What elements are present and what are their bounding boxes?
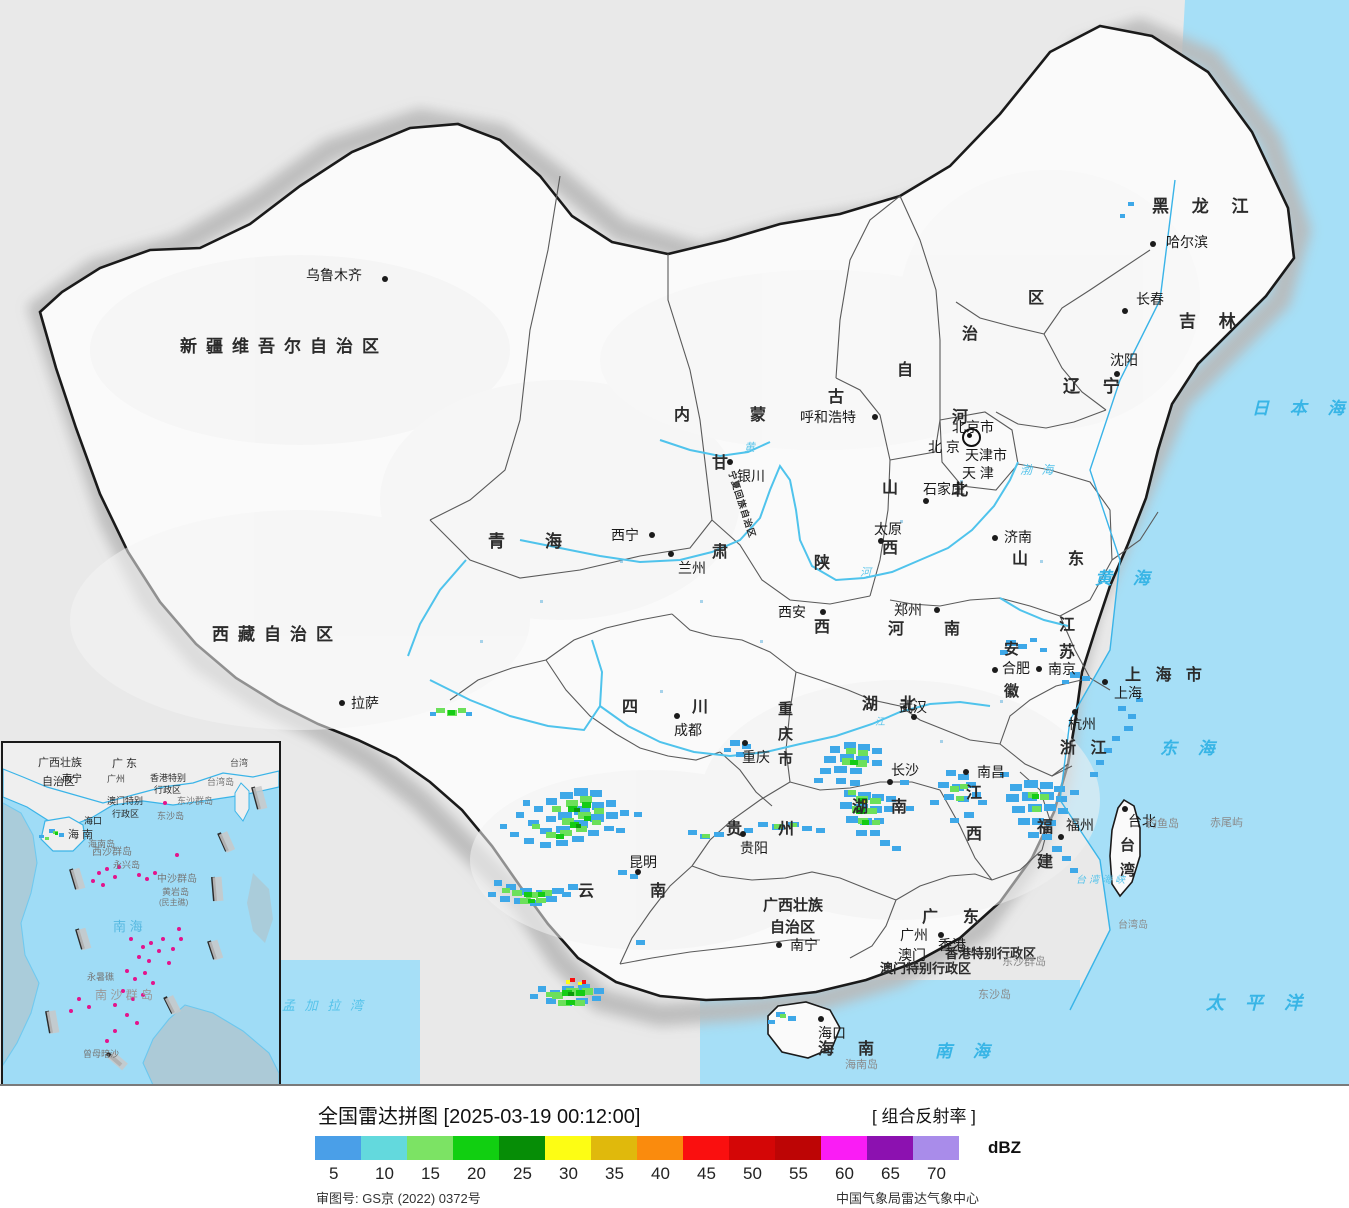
echo-jiangxi <box>930 770 987 823</box>
city-marker-dot <box>992 535 998 541</box>
colorbar-swatch <box>775 1136 821 1160</box>
echo-scatter <box>480 480 1043 743</box>
colorbar-swatch <box>729 1136 775 1160</box>
south-china-sea-inset: 广西壮族 自治区 南宁广 东广州 香港特别 行政区 澳门特别 行政区 台湾 台湾岛 东沙群岛 东沙岛… <box>1 741 281 1084</box>
colorbar-swatch <box>407 1136 453 1160</box>
china-radar-map: 新疆维吾尔自治区 西藏自治区青海甘肃宁夏回族自治区内蒙古自治区黑 龙 江吉 林辽 … <box>0 0 1349 1084</box>
colorbar-swatch <box>913 1136 959 1160</box>
city-marker-dot <box>878 538 884 544</box>
colorbar-swatch <box>867 1136 913 1160</box>
echo-jiangsu <box>1062 672 1090 684</box>
echo-fujian <box>1000 772 1079 873</box>
city-marker-dot <box>727 459 733 465</box>
echo-yunnan-southwest <box>488 870 638 906</box>
inset-geometry <box>3 743 279 1084</box>
city-marker-dot <box>649 532 655 538</box>
colorbar-swatch <box>499 1136 545 1160</box>
colorbar-swatch <box>453 1136 499 1160</box>
colorbar-swatch <box>361 1136 407 1160</box>
city-marker-dot <box>934 607 940 613</box>
echo-zhejiang <box>1090 698 1143 777</box>
colorbar-swatch <box>683 1136 729 1160</box>
terrain-shading <box>70 170 1200 950</box>
colorbar-tick-label: 45 <box>697 1164 716 1183</box>
city-marker-dot <box>382 276 388 282</box>
city-marker-dot <box>1102 679 1108 685</box>
city-marker-dot <box>911 714 917 720</box>
echo-hainan <box>768 1012 796 1024</box>
province-boundaries <box>429 175 1159 965</box>
colorbar-swatch <box>637 1136 683 1160</box>
city-marker-dot <box>1058 834 1064 840</box>
inset-echo-layer <box>39 829 64 840</box>
colorbar-tick-label: 10 <box>375 1164 394 1183</box>
city-marker-dot <box>1122 806 1128 812</box>
colorbar-tick-label: 30 <box>559 1164 578 1183</box>
city-marker-dot <box>872 414 878 420</box>
city-marker-dot <box>776 942 782 948</box>
colorbar-tick-label: 15 <box>421 1164 440 1183</box>
capital-marker-beijing <box>962 428 981 447</box>
echo-yunnan-south-border <box>530 940 645 1006</box>
city-marker-dot <box>923 498 929 504</box>
colorbar-tick-label: 65 <box>881 1164 900 1183</box>
city-marker-dot <box>339 700 345 706</box>
radar-echo-layer <box>430 202 1143 1024</box>
city-marker-dot <box>668 551 674 557</box>
rivers <box>407 439 1069 758</box>
city-marker-dot <box>818 1016 824 1022</box>
colorbar-tick-label: 55 <box>789 1164 808 1183</box>
map-approval-number: 审图号: GS京 (2022) 0372号 <box>316 1191 481 1206</box>
colorbar-tick-label: 5 <box>329 1164 339 1183</box>
city-marker-dot <box>938 932 944 938</box>
dbz-colorbar <box>315 1136 959 1160</box>
echo-tibet-southeast <box>430 708 472 716</box>
colorbar-tick-label: 60 <box>835 1164 854 1183</box>
product-title: 全国雷达拼图 [2025-03-19 00:12:00] <box>318 1106 641 1128</box>
city-marker-dot <box>1072 709 1078 715</box>
taiwan-island <box>1109 798 1141 898</box>
colorbar-swatch <box>315 1136 361 1160</box>
city-marker-dot <box>1122 308 1128 314</box>
data-source-label: 中国气象局雷达气象中心 <box>836 1191 980 1206</box>
echo-chongqing <box>724 740 751 757</box>
city-marker-dot <box>963 769 969 775</box>
product-mode-label: [ 组合反射率 ] <box>872 1107 976 1126</box>
city-marker-dot <box>1036 666 1042 672</box>
city-marker-dot <box>674 713 680 719</box>
echo-heilongjiang <box>1120 202 1134 218</box>
colorbar-tick-label: 25 <box>513 1164 532 1183</box>
legend-footer: 全国雷达拼图 [2025-03-19 00:12:00] [ 组合反射率 ] 5… <box>0 1084 1349 1208</box>
echo-hunan <box>814 742 914 851</box>
city-marker-dot <box>742 740 748 746</box>
city-marker-dot <box>1150 241 1156 247</box>
city-marker-dot <box>820 609 826 615</box>
city-marker-dot <box>1114 371 1120 377</box>
dbz-unit-label: dBZ <box>988 1138 1022 1157</box>
colorbar-swatch <box>591 1136 637 1160</box>
colorbar-tick-label: 50 <box>743 1164 762 1183</box>
colorbar-tick-label: 40 <box>651 1164 670 1183</box>
colorbar-swatch <box>545 1136 591 1160</box>
city-marker-dot <box>635 869 641 875</box>
colorbar-tick-label: 35 <box>605 1164 624 1183</box>
colorbar-swatch <box>821 1136 867 1160</box>
map-geometry <box>27 0 1349 1084</box>
coastline <box>1059 179 1176 1011</box>
echo-yunnan-west <box>500 788 642 848</box>
colorbar-tick-label: 70 <box>927 1164 946 1183</box>
echo-anhui <box>1000 638 1047 655</box>
city-marker-dot <box>887 779 893 785</box>
city-marker-dot <box>740 831 746 837</box>
city-marker-dot <box>992 667 998 673</box>
colorbar-tick-label: 20 <box>467 1164 486 1183</box>
echo-guizhou <box>688 822 825 839</box>
